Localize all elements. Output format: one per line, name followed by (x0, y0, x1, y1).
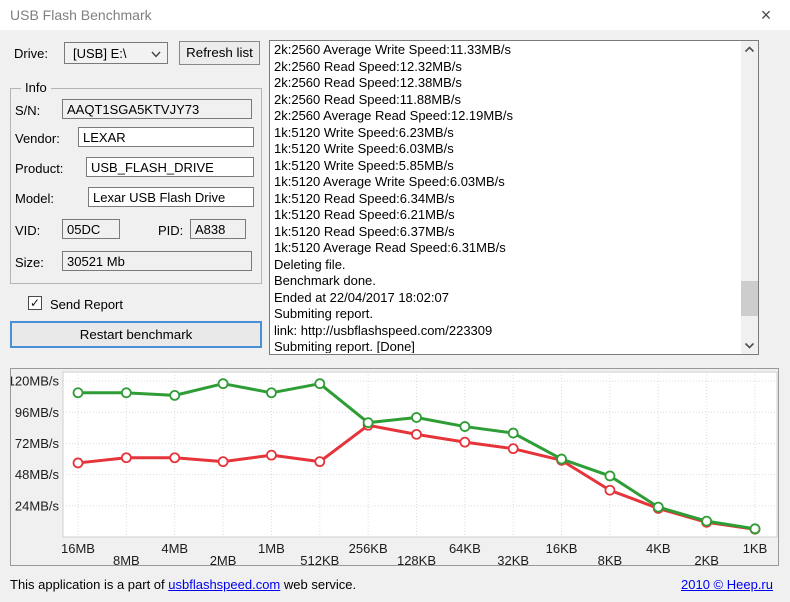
data-point-read-speed (411, 412, 422, 423)
vid-label: VID: (15, 223, 41, 238)
data-point-read-speed (266, 387, 277, 399)
x-axis-tick-label: 1KB (743, 541, 768, 556)
x-axis-tick-label: 4KB (646, 541, 671, 556)
x-axis-tick-label: 1MB (258, 541, 285, 556)
data-point-write-speed (314, 456, 326, 468)
data-point-read-speed (507, 427, 519, 439)
x-axis-tick-label: 64KB (449, 541, 481, 556)
product-label: Product: (15, 161, 64, 176)
data-point-write-speed (72, 457, 84, 469)
data-point-read-speed (217, 378, 229, 390)
y-axis-tick-label: 24MB/s (15, 498, 60, 513)
data-point-write-speed (266, 449, 277, 461)
info-groupbox: Info (10, 80, 262, 284)
size-field (62, 251, 252, 271)
x-axis-tick-label: 4MB (161, 541, 188, 556)
data-point-write-speed (217, 456, 229, 468)
drive-label: Drive: (14, 46, 48, 61)
data-point-read-speed (72, 387, 84, 399)
restart-benchmark-button[interactable]: Restart benchmark (10, 321, 262, 348)
benchmark-chart-svg: 120MB/s 96MB/s 72MB/s 48MB/s 24MB/s 16MB 8MB 4M… (11, 371, 778, 565)
data-point-read-speed (120, 387, 132, 399)
chevron-down-icon (744, 342, 755, 349)
x-axis-tick-label: 32KB (497, 553, 529, 565)
x-axis-tick-label: 2KB (694, 553, 719, 565)
size-label: Size: (15, 255, 44, 270)
data-point-write-speed (120, 452, 132, 464)
sn-label: S/N: (15, 103, 41, 118)
data-point-read-speed (604, 470, 616, 482)
check-icon: ✓ (29, 296, 41, 310)
data-point-read-speed (314, 378, 326, 390)
y-axis-tick-label: 72MB/s (15, 436, 60, 451)
window-title: USB Flash Benchmark (10, 7, 152, 23)
data-point-read-speed (701, 515, 713, 527)
sn-field (62, 99, 252, 119)
send-report-label: Send Report (50, 297, 123, 312)
x-axis-tick-label: 512KB (300, 553, 339, 565)
data-point-read-speed (169, 389, 181, 401)
drive-selected-value: [USB] E:\ (73, 46, 127, 61)
speed-chart-panel: 120MB/s 96MB/s 72MB/s 48MB/s 24MB/s 16MB 8MB 4M… (10, 368, 779, 566)
y-axis-tick-label: 96MB/s (15, 405, 60, 420)
chevron-down-icon (151, 51, 161, 58)
heep-copyright-link[interactable]: 2010 © Heep.ru (681, 577, 773, 592)
x-axis-tick-label: 16KB (546, 541, 578, 556)
data-point-read-speed (459, 421, 471, 432)
refresh-list-button[interactable]: Refresh list (179, 41, 260, 65)
vendor-field[interactable] (78, 127, 254, 147)
pid-field (190, 219, 246, 239)
pid-label: PID: (158, 223, 184, 238)
data-point-read-speed (749, 523, 761, 535)
log-scrollbar[interactable] (741, 41, 758, 354)
chevron-up-icon (744, 46, 755, 53)
title-bar: USB Flash Benchmark × (0, 0, 790, 30)
footer-prefix: This application is a part of (10, 577, 169, 592)
send-report-checkbox[interactable]: ✓ (28, 296, 42, 310)
benchmark-log[interactable]: 2k:2560 Average Write Speed:11.33MB/s 2k… (269, 40, 759, 355)
vid-field (62, 219, 120, 239)
footer-text: This application is a part of usbflashsp… (10, 577, 356, 592)
y-axis-tick-label: 120MB/s (11, 374, 59, 389)
log-text: 2k:2560 Average Write Speed:11.33MB/s 2k… (274, 42, 513, 353)
x-axis-tick-label: 256KB (349, 541, 388, 556)
product-field[interactable] (86, 157, 254, 177)
data-point-read-speed (362, 417, 374, 429)
x-axis-tick-label: 16MB (61, 541, 95, 556)
x-axis-tick-label: 128KB (397, 553, 436, 565)
data-point-write-speed (604, 484, 616, 496)
x-axis-tick-label: 8KB (598, 553, 623, 565)
data-point-read-speed (556, 453, 567, 465)
vendor-label: Vendor: (15, 131, 60, 146)
drive-select[interactable]: [USB] E:\ (64, 42, 168, 64)
x-axis-tick-label: 8MB (113, 553, 140, 565)
scrollbar-thumb[interactable] (741, 281, 758, 316)
close-icon[interactable]: × (760, 5, 772, 25)
usbflashspeed-link[interactable]: usbflashspeed.com (168, 577, 281, 592)
footer-suffix: web service. (280, 577, 357, 592)
model-field[interactable] (88, 187, 254, 207)
data-point-read-speed (652, 501, 664, 513)
model-label: Model: (15, 191, 55, 206)
data-point-write-speed (411, 428, 422, 440)
y-axis-tick-label: 48MB/s (15, 467, 60, 482)
scroll-up-button[interactable] (741, 41, 758, 58)
data-point-write-speed (507, 443, 519, 455)
x-axis-tick-label: 2MB (210, 553, 237, 565)
data-point-write-speed (459, 436, 471, 448)
scroll-down-button[interactable] (741, 337, 758, 354)
info-legend: Info (21, 80, 51, 95)
data-point-write-speed (169, 452, 181, 464)
